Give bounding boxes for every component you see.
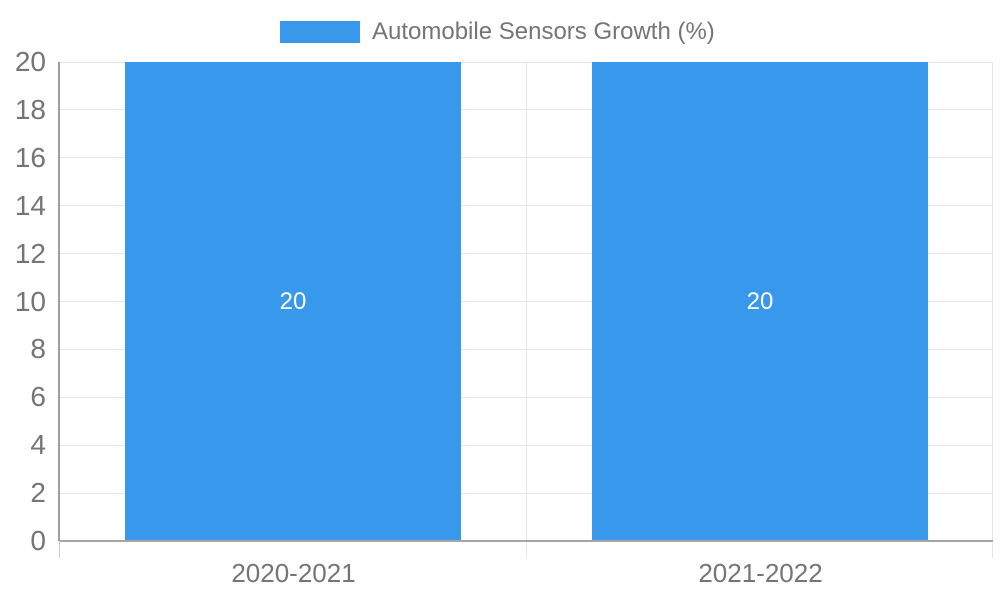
gridline (60, 444, 993, 446)
y-axis-line (58, 62, 60, 541)
category-boundary-line (992, 62, 993, 558)
gridline (60, 157, 993, 159)
category-boundary-line (525, 62, 527, 558)
gridline (60, 61, 993, 63)
y-tick-label: 12 (14, 237, 46, 269)
legend-swatch (280, 21, 360, 43)
y-tick-label: 0 (30, 525, 46, 556)
y-tick-label: 10 (14, 285, 46, 317)
y-axis-tick (59, 541, 60, 558)
gridline (60, 348, 993, 350)
gridline (60, 253, 993, 255)
y-tick-label: 18 (14, 93, 46, 125)
x-axis-baseline (60, 540, 993, 542)
gridline (60, 301, 993, 302)
y-tick-label: 2 (30, 477, 46, 509)
y-tick-label: 8 (30, 333, 46, 365)
bar-2021-2022: 20 (592, 62, 928, 541)
x-category-label: 2021-2022 (698, 558, 823, 588)
y-tick-label: 4 (30, 429, 46, 461)
bar-value-label: 20 (279, 287, 307, 315)
y-tick-label: 20 (14, 46, 46, 77)
bar-2020-2021: 20 (125, 62, 461, 541)
gridline (60, 109, 993, 111)
y-tick-label: 14 (14, 189, 46, 221)
y-tick-label: 16 (14, 141, 46, 173)
legend-label: Automobile Sensors Growth (%) (372, 18, 715, 45)
y-tick-label: 6 (30, 381, 46, 413)
gridline (60, 492, 993, 494)
x-category-label: 2020-2021 (231, 558, 356, 588)
gridline (60, 205, 993, 207)
bar-value-label: 20 (746, 287, 774, 315)
gridline (60, 396, 993, 398)
chart-legend: Automobile Sensors Growth (%) (280, 18, 715, 45)
